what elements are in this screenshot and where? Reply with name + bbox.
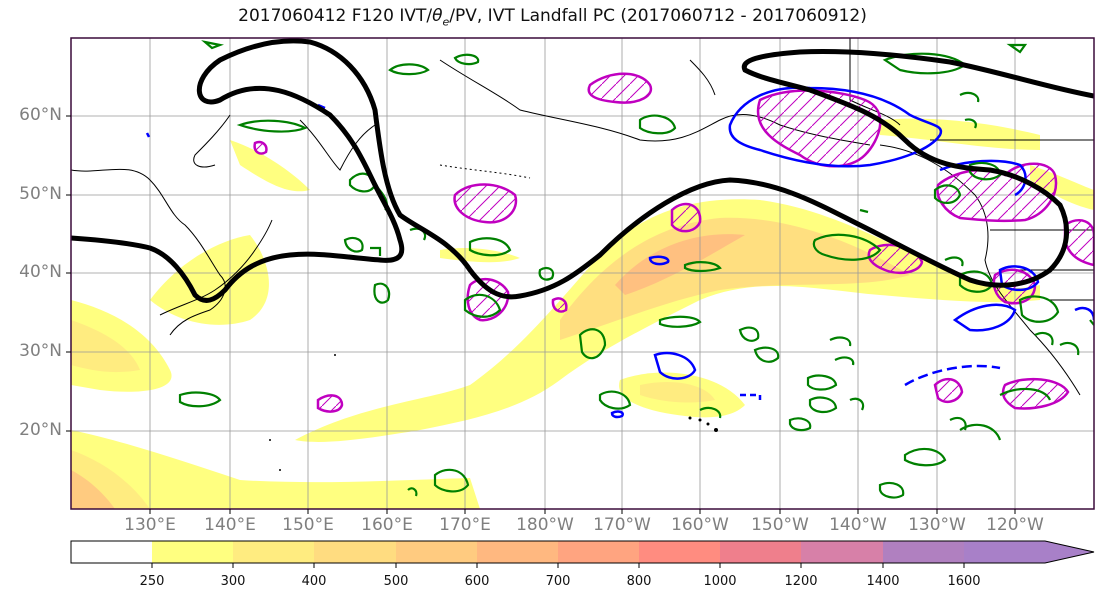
lat-label-40n: 40°N	[19, 262, 62, 282]
ivt-alaska-plume	[880, 118, 1040, 150]
lat-label-30n: 30°N	[19, 341, 62, 361]
na-west-coast	[879, 144, 1081, 396]
lon-label-160e: 160°E	[361, 515, 413, 535]
jet-contour	[71, 38, 1094, 303]
lon-label-130e: 130°E	[124, 515, 176, 535]
lon-label-140w: 140°W	[829, 515, 887, 535]
lon-label-180w: 180°W	[516, 515, 574, 535]
colorbar-tick-400: 400	[301, 574, 327, 589]
ivt-japan-plume	[150, 235, 269, 325]
coastlines	[71, 38, 1094, 396]
theta-e-contours	[178, 40, 1094, 499]
colorbar-tick-1600: 1600	[947, 574, 981, 589]
colorbar-tick-500: 500	[383, 574, 409, 589]
colorbar-tick-300: 300	[220, 574, 246, 589]
colorbar-tick-600: 600	[464, 574, 490, 589]
lat-label-60n: 60°N	[19, 105, 62, 125]
ivt-band-inner	[560, 217, 910, 340]
colorbar-tick-1400: 1400	[866, 574, 900, 589]
map-title: 2017060412 F120 IVT/θe/PV, IVT Landfall …	[238, 6, 867, 29]
lat-label-20n: 20°N	[19, 420, 62, 440]
colorbar-tick-1000: 1000	[703, 574, 737, 589]
lon-label-170w: 170°W	[593, 515, 651, 535]
kamchatka-coast	[299, 119, 376, 171]
ivt-shading	[71, 118, 1094, 509]
lon-label-130w: 130°W	[908, 515, 966, 535]
colorbar-tick-800: 800	[626, 574, 652, 589]
aleutians	[439, 164, 531, 179]
colorbar-tick-700: 700	[545, 574, 571, 589]
lon-label-140e: 140°E	[204, 515, 256, 535]
ivt-band-core	[615, 234, 745, 295]
lon-label-150e: 150°E	[282, 515, 334, 535]
ivt-southwest-plume	[71, 430, 480, 509]
lon-label-120w: 120°W	[986, 515, 1044, 535]
lon-label-160w: 160°W	[671, 515, 729, 535]
lat-label-50n: 50°N	[19, 184, 62, 204]
colorbar	[70, 540, 1095, 568]
axis-ticks	[66, 115, 1016, 514]
hawaii-islands	[269, 354, 718, 471]
colorbar-tick-1200: 1200	[784, 574, 818, 589]
colorbar-tick-250: 250	[139, 574, 165, 589]
graticule	[71, 38, 1094, 509]
lon-label-170e: 170°E	[439, 515, 491, 535]
japan-coast	[159, 219, 273, 316]
asia-coast	[71, 168, 226, 336]
lon-label-150w: 150°W	[751, 515, 809, 535]
